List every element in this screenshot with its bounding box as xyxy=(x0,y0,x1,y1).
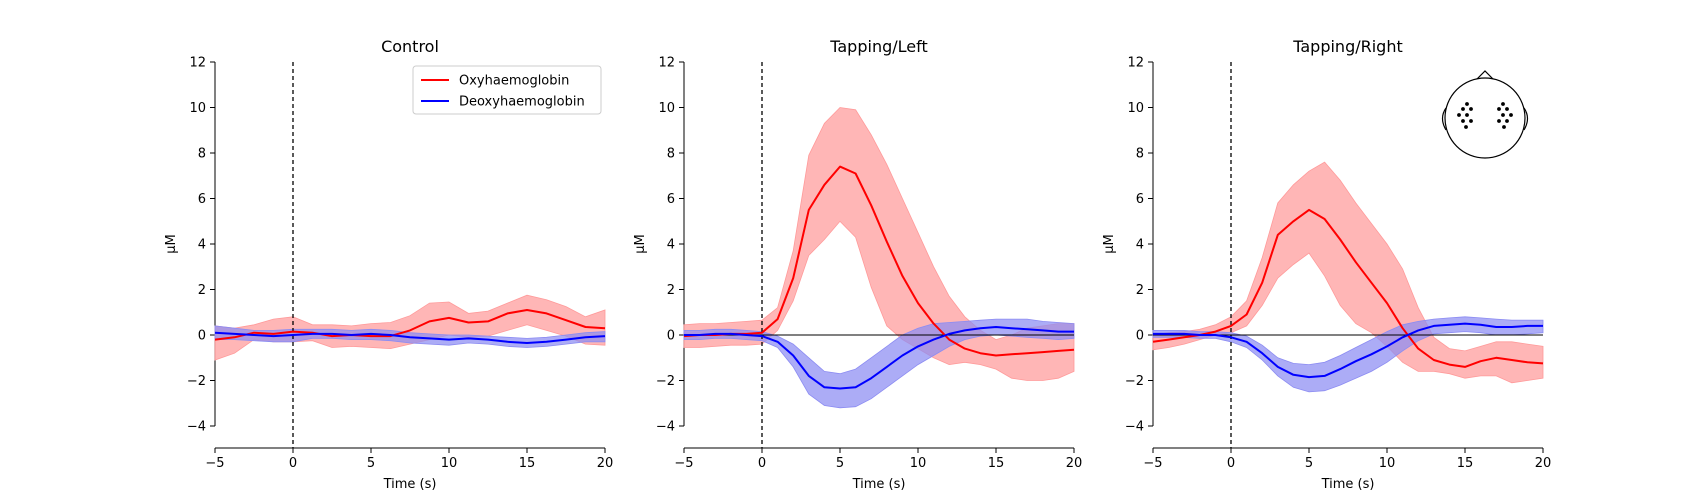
y-tick-label: 8 xyxy=(1136,147,1144,162)
y-tick-label: 12 xyxy=(658,56,675,71)
panel-title: Tapping/Left xyxy=(829,37,927,56)
y-tick-label: −2 xyxy=(656,374,675,389)
panel-title: Control xyxy=(381,37,439,56)
x-tick-label: 15 xyxy=(1457,456,1474,471)
panel-0: Control −4 −2 0 2 4 6 8 10 12 −5 0 5 10 15 20 Time (s) µM… xyxy=(164,37,613,492)
sensor-dot xyxy=(1501,102,1505,106)
panel-2: Tapping/Right −4 −2 0 2 4 6 8 10 12 −5 0 5 10 15 20 Time… xyxy=(1102,37,1551,492)
panel-1: Tapping/Left −4 −2 0 2 4 6 8 10 12 −5 0 5 10 15 20 Time … xyxy=(633,37,1082,492)
y-axis-label: µM xyxy=(633,234,648,254)
sensor-dot xyxy=(1497,119,1501,123)
y-tick-label: 6 xyxy=(1136,192,1144,207)
series-line-oxyhaemoglobin xyxy=(1152,208,1544,368)
x-tick-label: 10 xyxy=(910,456,927,471)
series-line-oxyhaemoglobin xyxy=(683,165,1075,357)
y-tick-label: 4 xyxy=(198,238,206,253)
y-tick-label: 0 xyxy=(667,329,675,344)
y-tick-label: −4 xyxy=(187,420,206,435)
sensor-dot xyxy=(1461,119,1465,123)
x-tick-label: 20 xyxy=(1535,456,1552,471)
x-tick-label: −5 xyxy=(1143,456,1162,471)
confidence-band-oxy xyxy=(683,107,1075,381)
x-axis-label: Time (s) xyxy=(852,477,906,492)
x-tick-label: 15 xyxy=(988,456,1005,471)
y-tick-label: 0 xyxy=(1136,329,1144,344)
sensor-dot xyxy=(1469,119,1473,123)
x-axis-label: Time (s) xyxy=(383,477,437,492)
x-tick-label: 10 xyxy=(441,456,458,471)
x-tick-label: 20 xyxy=(1066,456,1083,471)
y-tick-label: 12 xyxy=(1127,56,1144,71)
confidence-band-oxy xyxy=(1152,161,1544,384)
sensor-dot xyxy=(1505,107,1509,111)
y-axis-label: µM xyxy=(164,234,179,254)
y-tick-label: 2 xyxy=(667,283,675,298)
head-sensor-inset xyxy=(1441,70,1529,159)
y-tick-label: 12 xyxy=(189,56,206,71)
legend: Oxyhaemoglobin Deoxyhaemoglobin xyxy=(412,65,602,115)
sensor-dot xyxy=(1464,125,1468,129)
legend-entry-label: Oxyhaemoglobin xyxy=(459,74,569,89)
y-tick-label: −4 xyxy=(656,420,675,435)
sensor-dot xyxy=(1505,119,1509,123)
y-axis-label: µM xyxy=(1102,234,1117,254)
x-tick-label: 15 xyxy=(519,456,536,471)
series-line-oxyhaemoglobin xyxy=(214,309,606,341)
y-tick-label: −2 xyxy=(187,374,206,389)
x-tick-label: −5 xyxy=(205,456,224,471)
x-tick-label: 10 xyxy=(1379,456,1396,471)
confidence-band-oxy xyxy=(214,294,606,361)
x-tick-label: 0 xyxy=(1227,456,1235,471)
legend-box xyxy=(412,65,602,115)
y-tick-label: 8 xyxy=(667,147,675,162)
y-tick-label: 4 xyxy=(1136,238,1144,253)
head-outline xyxy=(1444,77,1526,159)
head-ear-right xyxy=(1523,107,1529,131)
head-ear-left xyxy=(1441,107,1447,131)
x-tick-label: 0 xyxy=(289,456,297,471)
head-nose xyxy=(1476,70,1494,80)
x-tick-label: 5 xyxy=(836,456,844,471)
legend-entry-label: Deoxyhaemoglobin xyxy=(459,95,585,110)
x-tick-label: 5 xyxy=(367,456,375,471)
y-tick-label: 10 xyxy=(658,101,675,116)
x-tick-label: 20 xyxy=(597,456,614,471)
sensor-dot xyxy=(1469,107,1473,111)
sensor-dot xyxy=(1465,113,1469,117)
y-tick-label: 10 xyxy=(189,101,206,116)
confidence-band-deoxy xyxy=(683,318,1075,409)
series-line-deoxyhaemoglobin xyxy=(684,326,1074,390)
x-tick-label: 0 xyxy=(758,456,766,471)
y-tick-label: 4 xyxy=(667,238,675,253)
series-line-deoxyhaemoglobin xyxy=(214,331,606,344)
sensor-dot xyxy=(1502,125,1506,129)
y-tick-label: 10 xyxy=(1127,101,1144,116)
sensor-dot xyxy=(1461,107,1465,111)
sensor-dot xyxy=(1497,107,1501,111)
y-tick-label: 6 xyxy=(198,192,206,207)
y-tick-label: 8 xyxy=(198,147,206,162)
y-tick-label: 0 xyxy=(198,329,206,344)
series-line-deoxyhaemoglobin xyxy=(1153,322,1543,379)
sensor-dot xyxy=(1457,113,1461,117)
sensor-dot xyxy=(1501,113,1505,117)
y-tick-label: −4 xyxy=(1125,420,1144,435)
sensor-dot xyxy=(1465,102,1469,106)
x-tick-label: 5 xyxy=(1305,456,1313,471)
sensor-dot xyxy=(1509,113,1513,117)
y-tick-label: 6 xyxy=(667,192,675,207)
panel-title: Tapping/Right xyxy=(1292,37,1403,56)
x-axis-label: Time (s) xyxy=(1321,477,1375,492)
y-tick-label: 2 xyxy=(1136,283,1144,298)
y-tick-label: 2 xyxy=(198,283,206,298)
y-tick-label: −2 xyxy=(1125,374,1144,389)
confidence-band-deoxy xyxy=(1152,316,1544,393)
x-tick-label: −5 xyxy=(674,456,693,471)
